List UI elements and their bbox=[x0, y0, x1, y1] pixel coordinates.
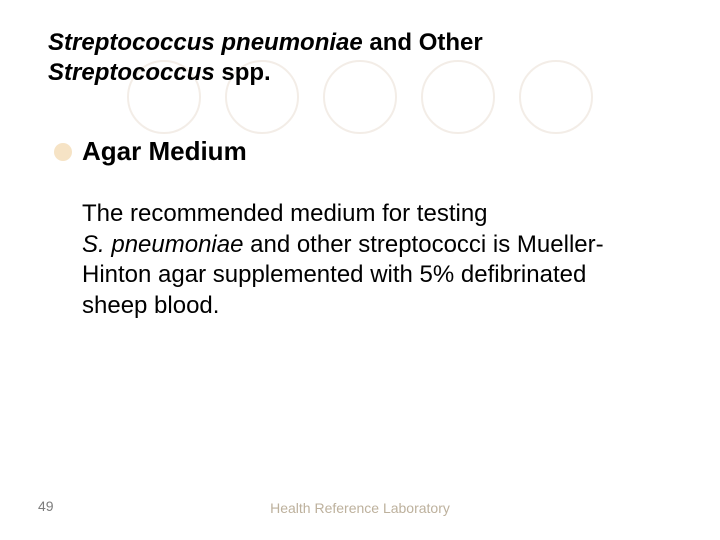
title-rest-2: spp. bbox=[215, 59, 271, 86]
title-rest-1: and Other bbox=[363, 29, 483, 56]
title-italic-1: Streptococcus pneumoniae bbox=[48, 29, 363, 56]
bullet-icon bbox=[54, 143, 72, 161]
slide-title: Streptococcus pneumoniae and Other Strep… bbox=[48, 28, 672, 88]
subheading-text: Agar Medium bbox=[82, 136, 247, 167]
subheading-row: Agar Medium bbox=[54, 136, 672, 167]
footer-label: Health Reference Laboratory bbox=[270, 500, 450, 516]
slide-content: Streptococcus pneumoniae and Other Strep… bbox=[0, 0, 720, 322]
body-italic: S. pneumoniae bbox=[82, 231, 243, 258]
body-text: The recommended medium for testing S. pn… bbox=[82, 199, 642, 322]
title-italic-2: Streptococcus bbox=[48, 59, 215, 86]
page-number: 49 bbox=[38, 498, 54, 514]
body-line-1: The recommended medium for testing bbox=[82, 200, 488, 227]
